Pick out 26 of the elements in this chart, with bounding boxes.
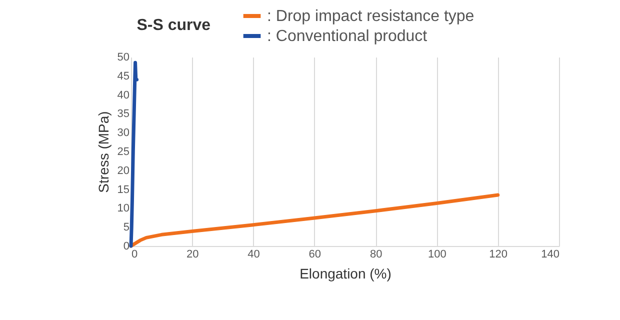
line-series bbox=[129, 60, 139, 248]
legend-label: : Conventional product bbox=[267, 28, 428, 45]
x-tick-label: 60 bbox=[308, 248, 322, 260]
y-tick-label: 30 bbox=[117, 127, 130, 140]
x-tick-label: 20 bbox=[186, 248, 199, 260]
legend-label: : Drop impact resistance type bbox=[267, 8, 474, 25]
y-tick-label: 25 bbox=[117, 146, 130, 158]
x-tick-label: 0 bbox=[132, 248, 138, 260]
y-tick-label: 40 bbox=[117, 89, 130, 102]
y-tick-label: 0 bbox=[123, 240, 130, 252]
line-series bbox=[129, 193, 500, 248]
chart-title: S-S curve bbox=[136, 17, 211, 34]
x-tick-label: 80 bbox=[370, 248, 382, 260]
x-tick-label: 140 bbox=[541, 248, 560, 260]
x-axis-title: Elongation (%) bbox=[300, 266, 392, 282]
x-tick-label: 100 bbox=[428, 248, 446, 260]
y-tick-label: 20 bbox=[117, 164, 130, 177]
y-tick-label: 10 bbox=[117, 202, 130, 215]
y-tick-label: 5 bbox=[123, 222, 130, 234]
x-tick-label: 40 bbox=[248, 248, 260, 260]
y-tick-label: 15 bbox=[117, 184, 130, 196]
y-tick-label: 35 bbox=[117, 108, 130, 120]
y-tick-label: 50 bbox=[117, 52, 130, 64]
y-axis-title: Stress (MPa) bbox=[95, 111, 112, 193]
x-tick-label: 120 bbox=[489, 248, 508, 260]
y-tick-label: 45 bbox=[117, 70, 130, 82]
